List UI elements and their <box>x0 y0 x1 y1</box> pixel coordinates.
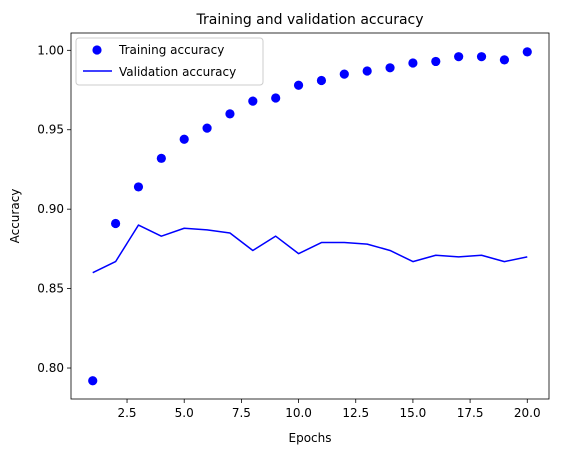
series-layer <box>88 47 532 386</box>
legend-marker-training <box>92 45 102 55</box>
x-tick-label: 10.0 <box>285 406 312 420</box>
data-point-training <box>133 182 144 192</box>
chart-title: Training and validation accuracy <box>195 12 423 28</box>
data-point-training <box>179 134 189 144</box>
x-axis-label: Epochs <box>289 431 332 445</box>
y-tick-label: 1.00 <box>37 43 64 57</box>
x-tick-label: 20.0 <box>514 406 541 420</box>
data-point-training <box>499 55 510 65</box>
legend-label-validation: Validation accuracy <box>119 65 236 79</box>
y-axis-label: Accuracy <box>8 189 22 244</box>
x-tick-label: 2.5 <box>117 406 136 420</box>
data-point-training <box>248 96 258 106</box>
data-point-training <box>316 75 327 86</box>
legend-label-training: Training accuracy <box>118 43 224 57</box>
series-line-validation <box>92 224 528 274</box>
plot-area: 2.5 5.0 7.5 10.0 12.5 15.0 17.5 20.0 0.800.850.… <box>37 32 550 420</box>
y-axis: 0.80 0.85 0.90 0.95 1.00 <box>37 43 71 375</box>
data-point-training <box>431 56 441 67</box>
x-tick-label: 7.5 <box>232 406 251 420</box>
y-tick-label: 0.90 <box>37 202 64 216</box>
data-point-training <box>408 58 418 68</box>
data-point-training <box>362 66 372 76</box>
x-tick-label: 5.0 <box>175 406 194 420</box>
data-point-training <box>339 69 349 79</box>
data-point-training <box>271 93 281 103</box>
data-point-training <box>522 47 532 57</box>
data-point-training <box>225 109 235 119</box>
data-point-training <box>454 52 464 62</box>
legend: Training accuracy Validation accuracy <box>75 37 264 86</box>
legend-frame <box>75 37 264 86</box>
x-tick-label: 15.0 <box>400 406 427 420</box>
y-tick-label: 0.80 <box>37 361 64 375</box>
y-tick-label: 0.85 <box>37 282 64 296</box>
data-point-training <box>202 123 212 133</box>
data-point-training <box>476 52 487 62</box>
x-tick-label: 12.5 <box>342 406 369 420</box>
data-point-training <box>293 80 304 90</box>
x-tick-label: 17.5 <box>457 406 484 420</box>
y-tick-label: 0.95 <box>37 123 64 137</box>
data-point-training <box>156 153 166 163</box>
data-point-training <box>385 63 395 73</box>
data-point-training <box>110 218 121 229</box>
axes-frame <box>70 32 550 400</box>
data-point-training <box>88 376 98 386</box>
x-axis: 2.5 5.0 7.5 10.0 12.5 15.0 17.5 20.0 <box>117 399 541 420</box>
